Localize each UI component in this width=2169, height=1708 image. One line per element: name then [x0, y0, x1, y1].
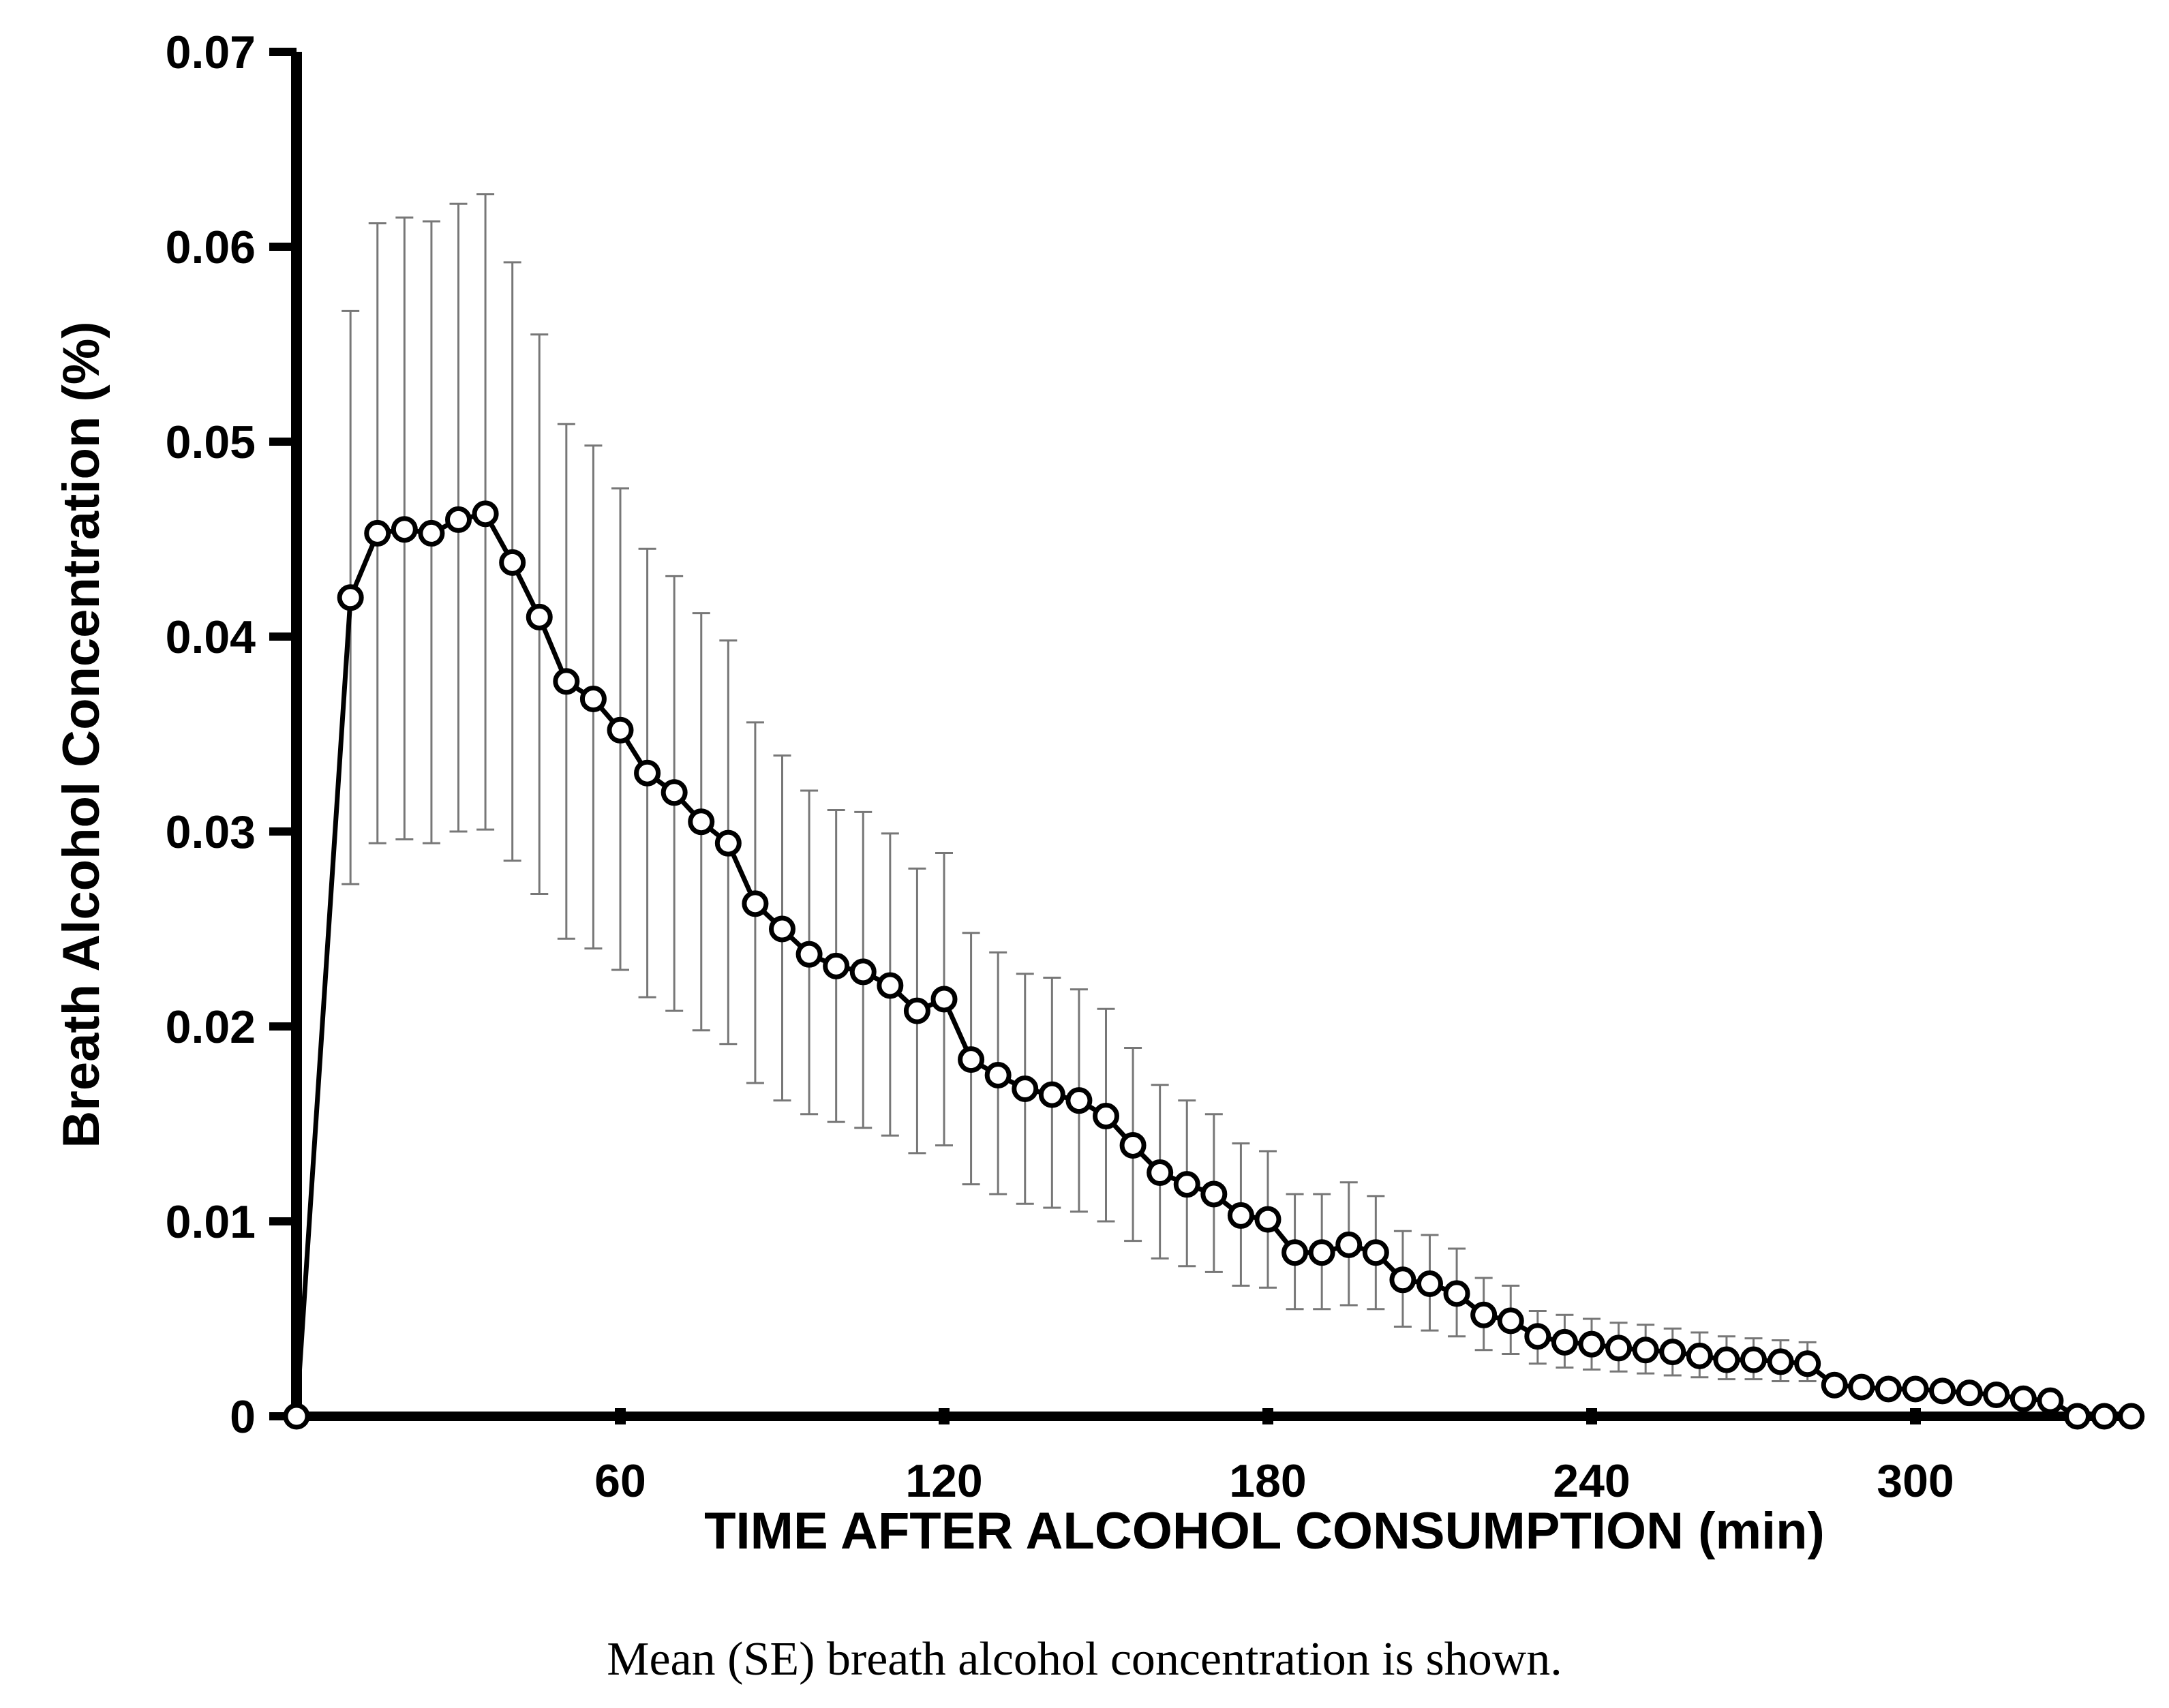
- x-axis-title: TIME AFTER ALCOHOL CONSUMPTION (min): [704, 1502, 1825, 1560]
- data-point: [1362, 1239, 1389, 1266]
- y-tick-label: 0.03: [166, 806, 256, 858]
- data-point: [499, 549, 526, 576]
- data-point: [553, 668, 580, 695]
- data-point: [1335, 1231, 1363, 1258]
- data-point: [1875, 1375, 1902, 1403]
- data-point: [1416, 1270, 1443, 1298]
- data-point: [1524, 1323, 1551, 1350]
- data-point: [1632, 1337, 1659, 1364]
- data-point: [1605, 1335, 1633, 1362]
- y-tick-label: 0.06: [166, 222, 256, 273]
- data-point: [2064, 1403, 2091, 1430]
- data-point: [1821, 1371, 1848, 1399]
- error-bars: [342, 193, 1817, 1383]
- data-point: [769, 915, 795, 943]
- data-point: [877, 972, 904, 999]
- data-point: [823, 952, 850, 979]
- y-tick-label: 0.02: [166, 1001, 256, 1053]
- data-point: [337, 584, 364, 611]
- data-point: [1012, 1076, 1039, 1103]
- data-point: [1443, 1280, 1470, 1307]
- data-point: [849, 958, 877, 986]
- data-point: [1200, 1180, 1228, 1208]
- y-tick-label: 0.05: [166, 416, 256, 468]
- data-point: [1038, 1081, 1065, 1108]
- data-point: [1659, 1339, 1686, 1366]
- data-point: [2037, 1387, 2064, 1414]
- data-point: [1956, 1379, 1983, 1407]
- x-tick-label: 300: [1877, 1455, 1954, 1507]
- x-tick-label: 120: [905, 1455, 982, 1507]
- data-point: [526, 603, 553, 630]
- x-tick-label: 240: [1553, 1455, 1630, 1507]
- data-point: [418, 519, 445, 547]
- data-point: [1065, 1087, 1093, 1114]
- data-point: [1686, 1342, 1713, 1369]
- data-point: [1147, 1159, 1174, 1186]
- data-point: [1713, 1346, 1740, 1373]
- figure-caption: Mean (SE) breath alcohol concentration i…: [607, 1633, 1562, 1686]
- y-tick-label: 0: [230, 1391, 256, 1443]
- data-point: [958, 1046, 985, 1073]
- data-point: [903, 997, 930, 1024]
- data-point: [364, 519, 391, 547]
- tick-labels: 0 0.01 0.02 0.03 0.04 0.05 0.06 0.07 60 120 180 240…: [166, 27, 1954, 1507]
- data-point: [1281, 1239, 1309, 1266]
- x-tick-label: 180: [1229, 1455, 1306, 1507]
- data-series: [283, 500, 2145, 1430]
- y-tick-label: 0.07: [166, 27, 256, 78]
- data-point: [1173, 1171, 1200, 1198]
- data-point: [714, 829, 742, 857]
- x-tick-label: 60: [594, 1455, 646, 1507]
- data-point: [283, 1403, 310, 1430]
- data-point: [1902, 1375, 1929, 1403]
- data-point: [472, 500, 499, 528]
- data-point: [2118, 1403, 2145, 1430]
- data-point: [1093, 1103, 1119, 1130]
- data-point: [1470, 1301, 1498, 1328]
- data-point: [1929, 1377, 1956, 1405]
- data-point: [1983, 1382, 2010, 1409]
- data-point: [1389, 1266, 1416, 1294]
- data-point: [445, 506, 472, 533]
- data-point: [795, 941, 823, 968]
- data-point: [1848, 1373, 1875, 1401]
- y-tick-label: 0.04: [166, 611, 256, 663]
- data-point: [984, 1062, 1012, 1088]
- data-point: [1119, 1131, 1147, 1159]
- data-point: [634, 759, 661, 787]
- data-point: [1254, 1206, 1281, 1233]
- data-point: [1497, 1307, 1524, 1335]
- data-point: [391, 516, 418, 543]
- data-point: [1794, 1350, 1821, 1377]
- data-point: [607, 716, 634, 744]
- data-point: [579, 686, 607, 713]
- data-point: [1551, 1328, 1578, 1356]
- data-point: [1767, 1348, 1794, 1375]
- data-point: [1740, 1346, 1767, 1373]
- data-point: [2091, 1403, 2118, 1430]
- data-point: [1227, 1202, 1254, 1229]
- axes: [269, 48, 2140, 1424]
- series-line: [294, 511, 2132, 1419]
- data-point: [742, 890, 769, 917]
- y-axis-title: Breath Alcohol Concentration (%): [52, 321, 110, 1148]
- data-point: [1578, 1330, 1605, 1358]
- data-point: [2009, 1385, 2037, 1412]
- data-point: [1308, 1239, 1335, 1266]
- data-point: [688, 808, 715, 836]
- data-point: [661, 779, 688, 806]
- data-point: [930, 986, 958, 1013]
- y-tick-label: 0.01: [166, 1196, 256, 1248]
